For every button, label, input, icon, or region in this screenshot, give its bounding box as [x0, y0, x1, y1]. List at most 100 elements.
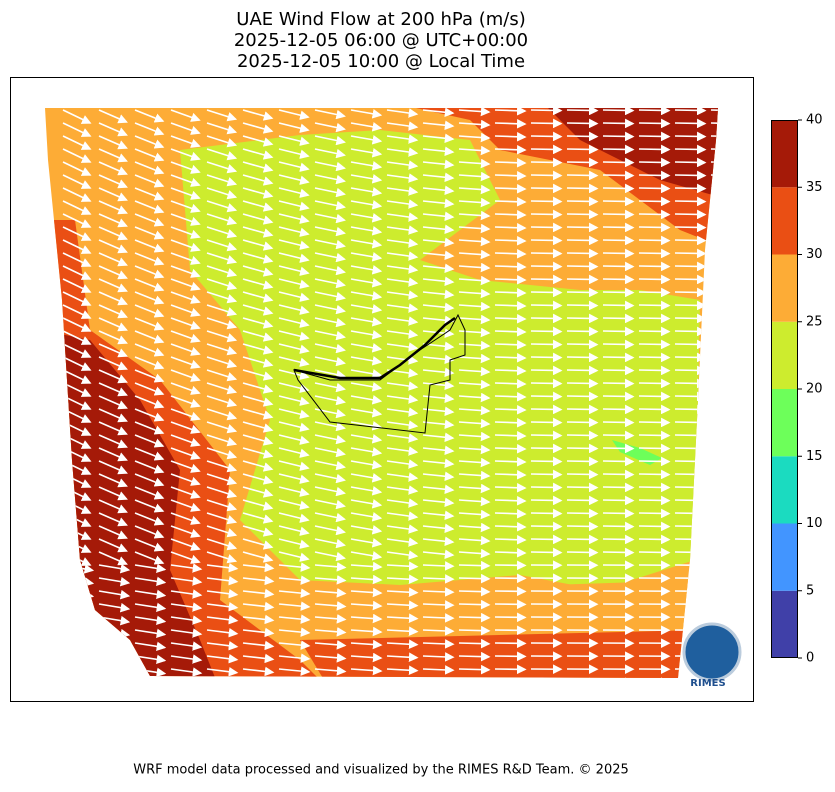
wind-arrow — [495, 370, 525, 371]
wind-arrow — [531, 474, 561, 475]
footer: WRF model data processed and visualized … — [133, 763, 629, 778]
wind-arrow — [531, 331, 561, 332]
wind-arrow — [639, 422, 669, 423]
wind-arrow — [567, 201, 597, 202]
colorbar-bin — [771, 255, 798, 322]
wind-arrow — [531, 201, 561, 202]
wind-arrow — [675, 214, 705, 215]
wind-arrow — [639, 383, 669, 384]
wind-arrow — [531, 357, 561, 358]
wind-arrow — [567, 136, 597, 137]
wind-arrow — [603, 526, 633, 527]
wind-arrow — [603, 123, 633, 124]
wind-arrow — [675, 318, 705, 319]
wind-arrow — [531, 149, 561, 150]
wind-arrow — [603, 318, 633, 319]
wind-arrow — [603, 240, 633, 241]
wind-arrow — [567, 266, 597, 267]
wind-arrow — [603, 396, 633, 397]
wind-arrow — [567, 318, 597, 319]
wind-arrow — [567, 253, 597, 254]
wind-arrow — [639, 318, 669, 319]
wind-arrow — [567, 110, 597, 111]
wind-arrow — [639, 370, 669, 371]
wind-arrow — [531, 136, 561, 137]
colorbar-bin — [771, 187, 798, 254]
wind-arrow — [675, 162, 705, 163]
wind-arrow — [567, 123, 597, 124]
colorbar-tick-label: 40 — [806, 113, 823, 128]
wind-arrow — [603, 227, 633, 228]
wind-arrow — [531, 279, 561, 280]
wind-arrow — [495, 409, 525, 410]
wind-arrow — [531, 552, 561, 553]
wind-arrow — [495, 422, 525, 423]
wind-arrow — [567, 175, 597, 176]
wind-arrow — [603, 175, 633, 176]
wind-arrow — [495, 344, 525, 345]
wind-arrow — [639, 396, 669, 397]
wind-arrow — [495, 396, 525, 397]
wind-arrow — [603, 539, 633, 540]
wind-arrow — [639, 448, 669, 449]
wind-arrow — [603, 552, 633, 553]
wind-arrow — [495, 474, 525, 475]
wind-arrow — [675, 149, 705, 150]
wind-arrow — [495, 136, 525, 137]
wind-arrow — [495, 162, 525, 163]
wind-arrow — [495, 227, 525, 228]
wind-arrow — [603, 292, 633, 293]
wind-arrow — [639, 526, 669, 527]
wind-arrow — [603, 214, 633, 215]
wind-arrow — [567, 357, 597, 358]
wind-arrow — [639, 149, 669, 150]
wind-arrow — [495, 266, 525, 267]
wind-arrow — [531, 188, 561, 189]
wind-arrow — [459, 591, 489, 592]
wind-arrow — [675, 279, 705, 280]
wind-arrow — [567, 422, 597, 423]
wind-arrow — [639, 552, 669, 553]
wind-arrow — [495, 513, 525, 514]
wind-arrow — [639, 227, 669, 228]
colorbar-tick-label: 15 — [806, 449, 823, 464]
wind-arrow — [603, 357, 633, 358]
wind-arrow — [603, 188, 633, 189]
wind-arrow — [531, 227, 561, 228]
wind-arrow — [603, 305, 633, 306]
wind-arrow — [603, 136, 633, 137]
wind-arrow — [603, 279, 633, 280]
wind-arrow — [675, 266, 705, 267]
wind-arrow — [495, 500, 525, 501]
wind-arrow — [567, 344, 597, 345]
wind-arrow — [639, 279, 669, 280]
wind-arrow — [639, 474, 669, 475]
wind-arrow — [567, 279, 597, 280]
wind-arrow — [495, 318, 525, 319]
wind-arrow — [639, 188, 669, 189]
wind-arrow — [603, 331, 633, 332]
wind-arrow — [675, 123, 705, 124]
wind-arrow — [639, 500, 669, 501]
wind-arrow — [603, 435, 633, 436]
wind-arrow — [675, 227, 705, 228]
wind-arrow — [495, 487, 525, 488]
colorbar-bin — [771, 389, 798, 456]
wind-arrow — [675, 292, 705, 293]
wind-arrow — [459, 604, 489, 605]
colorbar-tick-label: 30 — [806, 247, 823, 262]
colorbar-tick-label: 20 — [806, 382, 823, 397]
wind-arrow — [531, 409, 561, 410]
wind-arrow — [495, 110, 525, 111]
wind-arrow — [603, 266, 633, 267]
wind-arrow — [567, 383, 597, 384]
wind-arrow — [639, 266, 669, 267]
wind-arrow — [675, 136, 705, 137]
colorbar-tick-label: 5 — [806, 583, 814, 598]
wind-arrow — [531, 435, 561, 436]
wind-arrow — [603, 149, 633, 150]
colorbar-bin — [771, 456, 798, 523]
wind-arrow — [531, 500, 561, 501]
